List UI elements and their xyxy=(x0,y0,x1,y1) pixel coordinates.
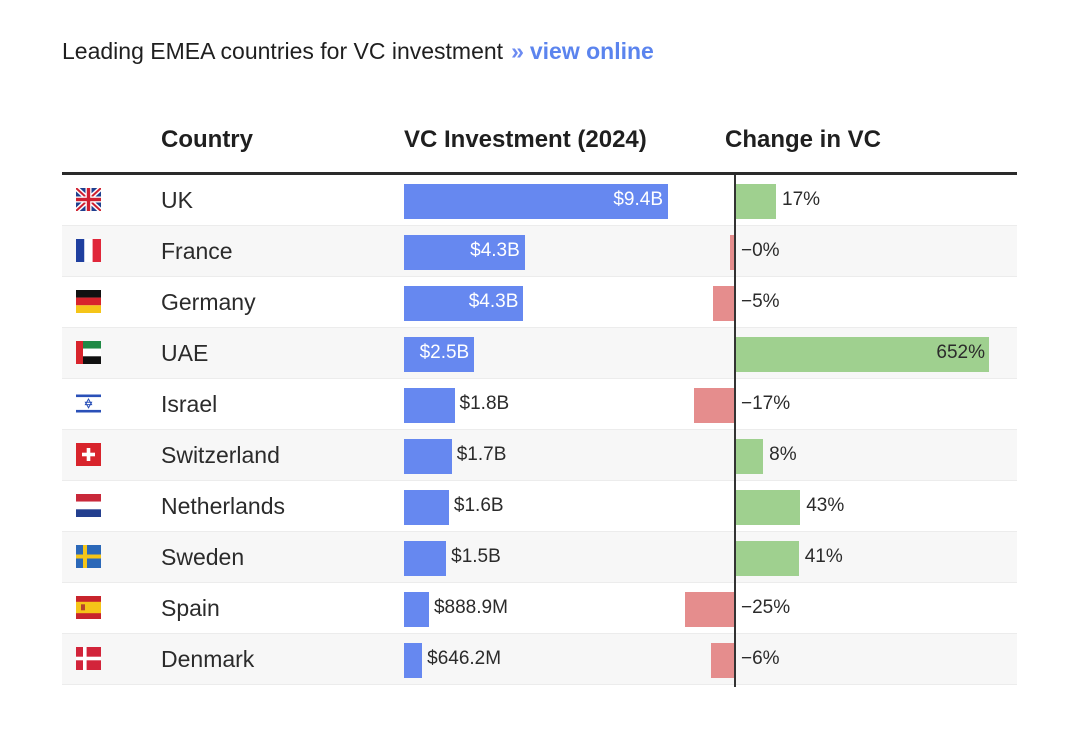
denmark-flag-icon xyxy=(76,647,101,670)
change-bar xyxy=(729,235,735,270)
change-bar xyxy=(735,439,764,474)
change-value-label: −17% xyxy=(741,393,791,414)
table-row: UK $9.4B 17% xyxy=(62,175,1017,226)
change-value-label: −5% xyxy=(741,291,780,312)
spain-flag-icon xyxy=(76,596,101,619)
table-row: Spain $888.9M −25% xyxy=(62,583,1017,634)
investment-bar xyxy=(404,286,524,321)
investment-value-label: $1.8B xyxy=(459,393,510,414)
country-name: Germany xyxy=(161,289,256,315)
column-header-change: Change in VC xyxy=(725,126,882,153)
change-bar xyxy=(685,592,735,627)
country-name: Israel xyxy=(161,391,218,417)
chart-title: Leading EMEA countries for VC investment xyxy=(62,38,504,64)
separator-icon: » xyxy=(511,38,524,64)
investment-bar xyxy=(404,337,475,372)
country-name: France xyxy=(161,238,233,264)
country-name: Denmark xyxy=(161,646,255,672)
investment-bar xyxy=(404,184,668,219)
country-name: Sweden xyxy=(161,544,245,570)
change-bar xyxy=(735,184,776,219)
investment-bar xyxy=(404,388,455,423)
change-bar xyxy=(735,490,801,525)
investment-bar xyxy=(404,643,423,678)
investment-value-label: $1.6B xyxy=(453,495,504,516)
column-header-investment: VC Investment (2024) xyxy=(404,126,647,153)
change-bar xyxy=(710,643,735,678)
country-name: UK xyxy=(161,187,193,213)
change-bar xyxy=(693,388,735,423)
change-value-label: −0% xyxy=(741,240,780,261)
israel-flag-icon xyxy=(76,392,101,415)
germany-flag-icon xyxy=(76,290,101,313)
uk-flag-icon xyxy=(76,188,101,211)
change-value-label: 43% xyxy=(806,495,845,516)
investment-bar xyxy=(404,235,525,270)
netherlands-flag-icon xyxy=(76,494,101,517)
change-value-label: 8% xyxy=(769,444,797,465)
change-value-label: 17% xyxy=(782,189,821,210)
column-header-country: Country xyxy=(161,126,253,153)
chart-table-body: UK $9.4B 17% France $4.3B −0% Germany $4.3B −5% U… xyxy=(62,175,1017,685)
investment-bar xyxy=(404,439,452,474)
change-value-label: −25% xyxy=(741,597,791,618)
uae-flag-icon xyxy=(76,341,101,364)
country-name: Switzerland xyxy=(161,442,280,468)
investment-value-label: $888.9M xyxy=(433,597,508,618)
country-name: Netherlands xyxy=(161,493,286,519)
view-online-link[interactable]: view online xyxy=(529,38,654,64)
header-rule xyxy=(62,172,1017,175)
country-name: UAE xyxy=(161,340,209,366)
change-value-label: 41% xyxy=(804,546,843,567)
change-value-label: −6% xyxy=(741,648,780,669)
table-row: Israel $1.8B −17% xyxy=(62,379,1017,430)
investment-value-label: $2.5B xyxy=(419,342,470,363)
change-bar xyxy=(712,286,735,321)
investment-bar xyxy=(404,490,449,525)
country-name: Spain xyxy=(161,595,220,621)
chart-heading: Leading EMEA countries for VC investment… xyxy=(62,38,654,65)
table-row: UAE $2.5B 652% xyxy=(62,328,1017,379)
change-bar xyxy=(735,337,989,372)
investment-value-label: $646.2M xyxy=(427,648,502,669)
change-bar xyxy=(735,541,799,576)
investment-value-label: $9.4B xyxy=(613,189,663,210)
investment-value-label: $1.7B xyxy=(456,444,507,465)
table-row: Sweden $1.5B 41% xyxy=(62,532,1017,583)
investment-value-label: $4.3B xyxy=(468,291,519,312)
table-row: Switzerland $1.7B 8% xyxy=(62,430,1017,481)
change-value-label: 652% xyxy=(936,342,985,363)
change-zero-axis xyxy=(734,175,736,687)
switzerland-flag-icon xyxy=(76,443,101,466)
table-row: Germany $4.3B −5% xyxy=(62,277,1017,328)
table-row: Denmark $646.2M −6% xyxy=(62,634,1017,685)
france-flag-icon xyxy=(76,239,101,262)
table-row: France $4.3B −0% xyxy=(62,226,1017,277)
investment-bar xyxy=(404,592,429,627)
investment-value-label: $1.5B xyxy=(451,546,501,567)
sweden-flag-icon xyxy=(76,545,101,568)
table-row: Netherlands $1.6B 43% xyxy=(62,481,1017,532)
investment-bar xyxy=(404,541,447,576)
investment-value-label: $4.3B xyxy=(470,240,520,261)
